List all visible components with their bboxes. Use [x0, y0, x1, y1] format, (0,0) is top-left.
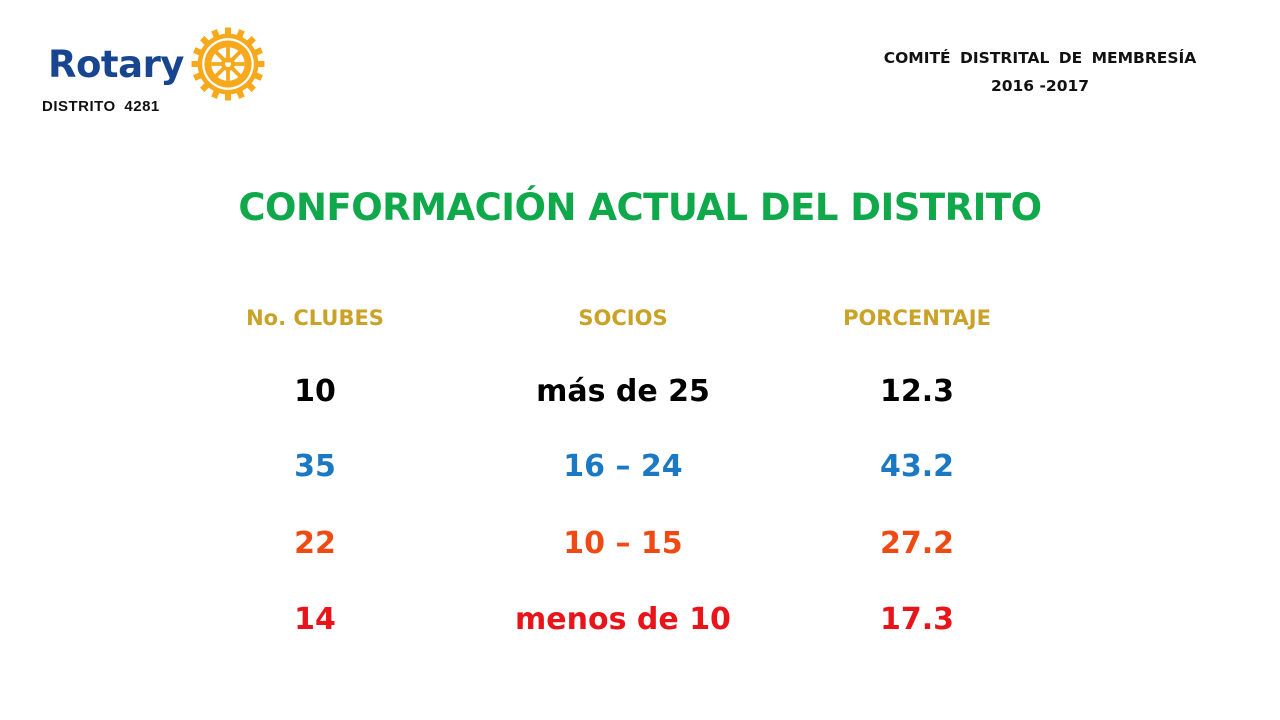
page-title: CONFORMACIÓN ACTUAL DEL DISTRITO — [238, 186, 1042, 229]
rotary-logo: Rotary — [48, 26, 266, 102]
row-4-socios: menos de 10 — [515, 602, 731, 637]
committee-name: COMITÉ DISTRITAL DE MEMBRESÍA — [883, 49, 1197, 67]
column-header-socios: SOCIOS — [578, 306, 668, 330]
committee-period: 2016 -2017 — [990, 77, 1090, 95]
row-3-socios: 10 – 15 — [563, 526, 683, 561]
row-3-clubes: 22 — [294, 526, 336, 561]
row-4-clubes: 14 — [294, 602, 336, 637]
column-header-porcentaje: PORCENTAJE — [843, 306, 991, 330]
row-2-clubes: 35 — [294, 449, 336, 484]
row-2-porcentaje: 43.2 — [879, 449, 955, 484]
logo-wordmark: Rotary — [48, 42, 184, 86]
column-header-clubes: No. CLUBES — [246, 306, 384, 330]
row-2-socios: 16 – 24 — [563, 449, 683, 484]
district-label: DISTRITO 4281 — [42, 98, 160, 115]
row-3-porcentaje: 27.2 — [879, 526, 955, 561]
row-4-porcentaje: 17.3 — [879, 602, 955, 637]
rotary-wheel-icon — [191, 27, 265, 101]
row-1-clubes: 10 — [294, 374, 336, 409]
row-1-porcentaje: 12.3 — [879, 374, 955, 409]
row-1-socios: más de 25 — [536, 374, 710, 409]
committee-heading: COMITÉ DISTRITAL DE MEMBRESÍA 2016 -2017 — [820, 44, 1260, 100]
